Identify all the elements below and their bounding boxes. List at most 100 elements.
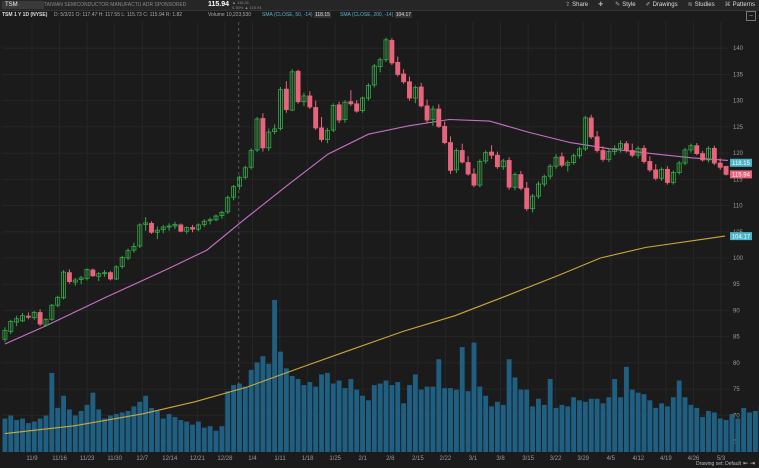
volume-bar bbox=[436, 359, 442, 452]
volume-bar bbox=[512, 377, 518, 452]
volume-bar bbox=[25, 423, 31, 452]
candle-body bbox=[571, 155, 577, 163]
volume-bar bbox=[108, 415, 113, 452]
volume-bar bbox=[149, 407, 154, 452]
x-tick-label: 4/12 bbox=[632, 456, 644, 462]
volume-bar bbox=[700, 417, 706, 452]
volume-bar bbox=[500, 404, 506, 452]
price-label-box bbox=[730, 170, 752, 179]
add-button[interactable]: ✚ bbox=[598, 0, 605, 10]
y-tick-label: 75 bbox=[733, 387, 740, 393]
candle-body bbox=[149, 222, 154, 233]
candle-body bbox=[119, 257, 125, 267]
volume-bar bbox=[565, 406, 571, 452]
price-change-line1: ▲ 115.31 bbox=[232, 0, 250, 5]
volume-bar bbox=[577, 400, 582, 452]
candle-body bbox=[289, 71, 295, 111]
volume-bar bbox=[536, 398, 541, 452]
volume-bar bbox=[96, 409, 102, 452]
candle-body bbox=[143, 222, 149, 225]
volume-bar bbox=[647, 400, 653, 452]
y-tick-label: 80 bbox=[733, 361, 740, 367]
candle-body bbox=[723, 165, 729, 175]
volume-bar bbox=[524, 389, 530, 452]
volume-bar bbox=[706, 410, 711, 452]
candle-body bbox=[594, 136, 600, 151]
volume-bar bbox=[711, 412, 717, 452]
volume-bar bbox=[571, 397, 577, 452]
candle-body bbox=[647, 161, 653, 171]
volume-bar bbox=[225, 391, 231, 452]
volume-bar bbox=[137, 401, 143, 452]
volume-bar bbox=[477, 386, 483, 452]
style-button[interactable]: ✎ Style bbox=[615, 0, 635, 10]
studies-button[interactable]: ≋ Studies bbox=[688, 0, 715, 10]
price-label-box bbox=[730, 232, 752, 241]
expand-arrows-icon[interactable]: ⇤ ⇥ bbox=[743, 461, 755, 467]
candle-body bbox=[342, 101, 348, 120]
sma50-value: 118.15 bbox=[313, 12, 331, 18]
candle-body bbox=[577, 148, 582, 157]
volume-bar bbox=[594, 398, 600, 452]
candle-body bbox=[330, 104, 336, 131]
share-button[interactable]: ⇪ Share bbox=[565, 0, 588, 10]
drawings-button[interactable]: ✐ Drawings bbox=[646, 0, 678, 10]
volume-bar bbox=[289, 375, 295, 452]
candle-body bbox=[260, 118, 266, 149]
volume-bar bbox=[237, 383, 242, 452]
price-change: ▲ 115.31 0.30% ▲ 115.94 bbox=[232, 0, 261, 10]
candle-body bbox=[442, 125, 448, 144]
volume-bar bbox=[547, 379, 553, 452]
x-tick-label: 12/28 bbox=[217, 456, 233, 462]
candle-body bbox=[711, 147, 717, 164]
candle-body bbox=[49, 304, 55, 320]
candle-body bbox=[612, 147, 618, 152]
volume-bar bbox=[336, 380, 342, 452]
price-label: 118.15 bbox=[732, 161, 751, 167]
volume-bar bbox=[184, 421, 190, 452]
volume-bar bbox=[442, 388, 448, 452]
candle-body bbox=[465, 162, 471, 175]
candle-body bbox=[553, 156, 559, 167]
patterns-button[interactable]: ⌘ Patterns bbox=[725, 0, 755, 10]
sma50-study[interactable]: SMA (CLOSE, 50, -14) 118.15 bbox=[262, 11, 331, 20]
x-tick-label: 2/15 bbox=[412, 456, 424, 462]
candle-body bbox=[248, 150, 254, 168]
candle-body bbox=[688, 145, 694, 151]
candle-body bbox=[14, 318, 20, 323]
share-label: Share bbox=[572, 2, 589, 8]
volume-bar bbox=[489, 406, 494, 452]
chart-symbol-period[interactable]: TSM 1 Y 1D (NYSE) bbox=[2, 12, 48, 18]
volume-bar bbox=[366, 400, 371, 452]
sma200-label: SMA (CLOSE, 200, -14) bbox=[340, 12, 394, 18]
last-price: 115.94 bbox=[208, 1, 230, 8]
candle-body bbox=[536, 183, 541, 197]
candle-body bbox=[541, 176, 547, 185]
volume-bar bbox=[412, 374, 418, 452]
symbol-input[interactable]: TSM bbox=[2, 1, 44, 9]
drawing-set-label[interactable]: Drawing set: Default bbox=[695, 461, 741, 467]
volume-bar bbox=[231, 385, 237, 452]
candle-body bbox=[278, 89, 283, 129]
patterns-label: Patterns bbox=[732, 2, 755, 8]
volume-bar bbox=[283, 368, 289, 452]
volume-bar bbox=[418, 389, 424, 452]
candle-body bbox=[489, 151, 495, 156]
volume-bar bbox=[143, 395, 149, 452]
candle-body bbox=[236, 176, 242, 187]
volume-bar bbox=[330, 383, 336, 452]
y-tick-label: 115 bbox=[733, 177, 743, 183]
candle-body bbox=[524, 187, 530, 210]
volume-bar bbox=[530, 406, 536, 452]
collapse-button[interactable]: – bbox=[746, 11, 756, 21]
candle-body bbox=[90, 269, 96, 277]
candle-body bbox=[25, 315, 31, 318]
sma200-study[interactable]: SMA (CLOSE, 200, -14) 104.17 bbox=[340, 11, 413, 20]
candle-body bbox=[377, 59, 383, 67]
x-tick-label: 3/8 bbox=[496, 456, 505, 462]
candle-body bbox=[494, 154, 500, 168]
volume-bar bbox=[90, 392, 96, 452]
volume-bar bbox=[72, 415, 78, 452]
candle-body bbox=[319, 127, 324, 140]
